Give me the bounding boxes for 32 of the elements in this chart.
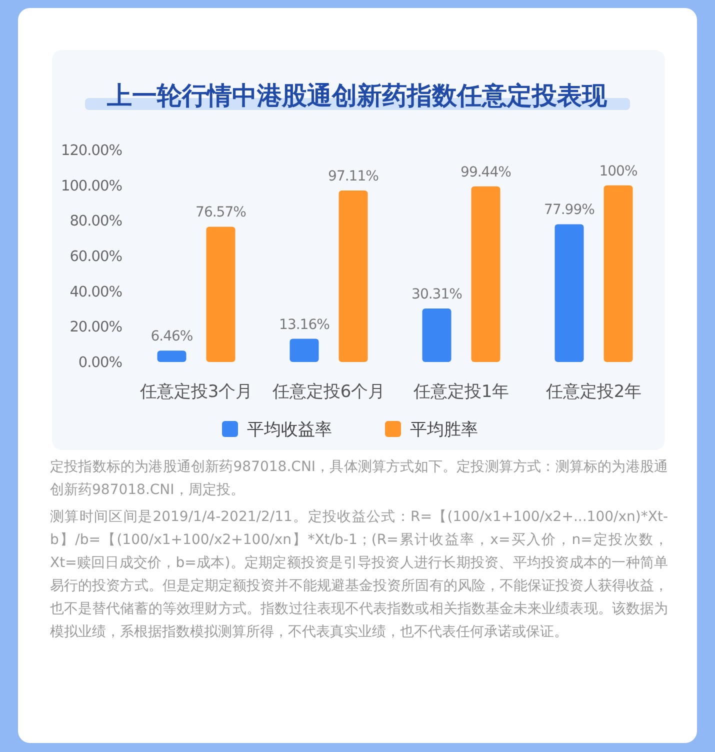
y-tick-label: 40.00% (70, 284, 122, 300)
chart-title: 上一轮行情中港股通创新药指数任意定投表现 (106, 81, 608, 110)
text: 定投指数标的为港股通创新药987018.CNI，具体测算方式如下。定投测算方式：测算标的为港股通创新药987018.CNI，周定投。 (50, 458, 668, 500)
data-label: 30.31% (412, 286, 462, 302)
text: 测算时间区间是2019/1/4-2021/2/11。定投收益公式：R=【(100/x1+100/x2+...100/xn)*Xt-b】/b=【(100/x1+100/x2+100/xn】*Xt/b-1；(R=累计收益率，x=买入价，n=定投次数，Xt=赎回日成交价，b=成本)。定期定额投资是引导投资人进行长期投资、平均投资成本的一种简单易行的投资方式。但是定期定额投资并不能规避基金投资所固有的风险，不能保证投资人获得收益，也不是替代储蓄的等效理财方式。指数过往表现不代表指数或相关指数基金未来业绩表现。该数据为模拟业绩，系根据指数模拟测算所得，不代表真实业绩，也不代表任何承诺或保证。 (50, 508, 668, 642)
x-tick-label: 任意定投1年 (412, 382, 510, 402)
data-label: 99.44% (460, 164, 512, 180)
data-label: 76.57% (196, 204, 246, 221)
data-label: 97.11% (328, 168, 379, 184)
y-tick-label: 80.00% (70, 214, 122, 230)
data-label: 6.46% (150, 328, 193, 345)
y-tick-label: 100.00% (60, 178, 122, 194)
y-tick-label: 60.00% (70, 249, 122, 265)
bar (338, 190, 368, 362)
y-tick-label: 0.00% (78, 355, 122, 371)
data-label: 100% (599, 163, 638, 180)
y-tick-label: 120.00% (60, 143, 122, 159)
bar (422, 308, 452, 362)
y-tick-label: 20.00% (70, 320, 122, 336)
legend-label: 平均收益率 (247, 420, 332, 440)
bar (206, 226, 236, 362)
bar (157, 350, 186, 362)
bar (471, 186, 500, 362)
x-tick-label: 任意定投3个月 (138, 382, 253, 402)
bar (290, 338, 319, 362)
legend-label: 平均胜率 (410, 420, 478, 440)
x-tick-label: 任意定投2年 (544, 382, 642, 402)
x-tick-label: 任意定投6个月 (271, 382, 386, 402)
data-label: 13.16% (279, 316, 330, 333)
data-label: 77.99% (544, 202, 595, 218)
bar (604, 185, 633, 362)
bar (554, 224, 584, 362)
